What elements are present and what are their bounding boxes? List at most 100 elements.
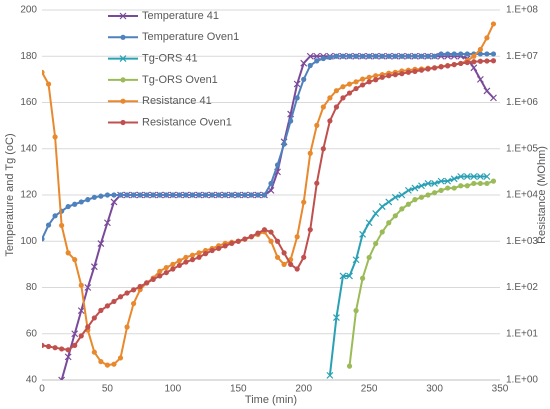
marker (353, 53, 359, 59)
marker (412, 68, 418, 75)
marker (189, 192, 196, 198)
marker (458, 60, 464, 67)
marker (255, 230, 261, 236)
marker (418, 67, 425, 73)
marker (445, 63, 451, 69)
marker (340, 84, 346, 90)
marker (72, 257, 78, 263)
marker (261, 192, 268, 198)
series-line (348, 180, 494, 367)
marker (196, 250, 202, 256)
marker (248, 234, 254, 240)
marker (196, 192, 202, 198)
marker (340, 53, 346, 59)
marker (59, 346, 65, 352)
marker (52, 213, 58, 219)
legend-label: Resistance 41 (142, 95, 212, 107)
marker (119, 55, 127, 63)
marker (189, 252, 196, 258)
marker (314, 180, 320, 186)
plot-area (42, 21, 497, 380)
marker (120, 34, 126, 40)
marker (98, 358, 104, 365)
marker (386, 73, 392, 79)
marker (392, 72, 398, 78)
marker (484, 58, 490, 64)
marker (360, 275, 366, 281)
y-tick-label: 120 (20, 190, 37, 201)
marker (464, 51, 470, 57)
marker (274, 254, 281, 260)
marker (229, 240, 235, 246)
marker (333, 88, 340, 94)
marker (438, 187, 444, 193)
marker (320, 55, 326, 62)
marker (268, 229, 274, 235)
marker (411, 184, 419, 192)
marker (412, 53, 418, 59)
series-line (42, 23, 495, 367)
marker (471, 180, 477, 187)
marker (464, 59, 470, 66)
marker (64, 353, 72, 361)
marker (379, 74, 385, 80)
x-tick-label: 100 (165, 384, 182, 395)
marker (405, 69, 411, 75)
marker (170, 192, 176, 198)
marker (476, 75, 484, 83)
marker (470, 173, 478, 180)
marker (424, 180, 432, 187)
marker (457, 173, 465, 180)
y2-tick-label: 1.E+01 (506, 328, 538, 339)
marker (445, 51, 451, 57)
marker (458, 183, 464, 189)
marker (490, 58, 497, 64)
marker (346, 90, 353, 96)
marker (248, 192, 254, 198)
marker (307, 150, 313, 156)
marker (261, 227, 268, 233)
marker (150, 276, 156, 282)
marker (58, 376, 66, 380)
series-line (42, 52, 494, 240)
marker (425, 66, 431, 72)
marker (288, 118, 294, 124)
marker (483, 173, 491, 180)
marker (490, 94, 497, 102)
marker (111, 192, 117, 198)
marker (300, 59, 308, 67)
marker (65, 347, 71, 353)
marker (52, 345, 58, 351)
marker (98, 307, 104, 313)
marker (490, 21, 497, 27)
marker (379, 53, 385, 59)
marker (229, 192, 235, 198)
y-axis-title: Temperature and Tg (oC) (4, 133, 16, 256)
marker (202, 192, 209, 198)
y2-tick-label: 1.E+08 (506, 5, 538, 16)
marker (294, 266, 300, 272)
marker (189, 257, 196, 263)
marker (222, 243, 228, 249)
marker (353, 79, 359, 85)
marker (59, 222, 65, 229)
marker (85, 324, 91, 330)
marker (451, 61, 457, 68)
legend-label: Tg-ORS 41 (142, 53, 198, 65)
marker (313, 52, 321, 60)
marker (471, 53, 477, 59)
marker (104, 192, 111, 198)
y-tick-label: 160 (20, 97, 37, 108)
marker (157, 273, 163, 279)
marker (255, 192, 261, 198)
marker (306, 52, 314, 60)
marker (385, 198, 393, 206)
marker (176, 192, 182, 198)
marker (268, 238, 274, 244)
marker (85, 197, 91, 203)
marker (119, 12, 127, 20)
marker (366, 74, 372, 80)
marker (438, 51, 444, 57)
marker (131, 287, 137, 293)
marker (78, 199, 84, 205)
